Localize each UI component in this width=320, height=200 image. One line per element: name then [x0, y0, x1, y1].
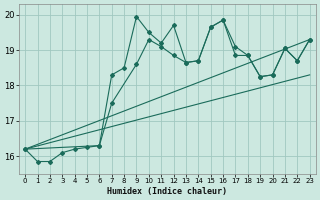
X-axis label: Humidex (Indice chaleur): Humidex (Indice chaleur): [108, 187, 228, 196]
